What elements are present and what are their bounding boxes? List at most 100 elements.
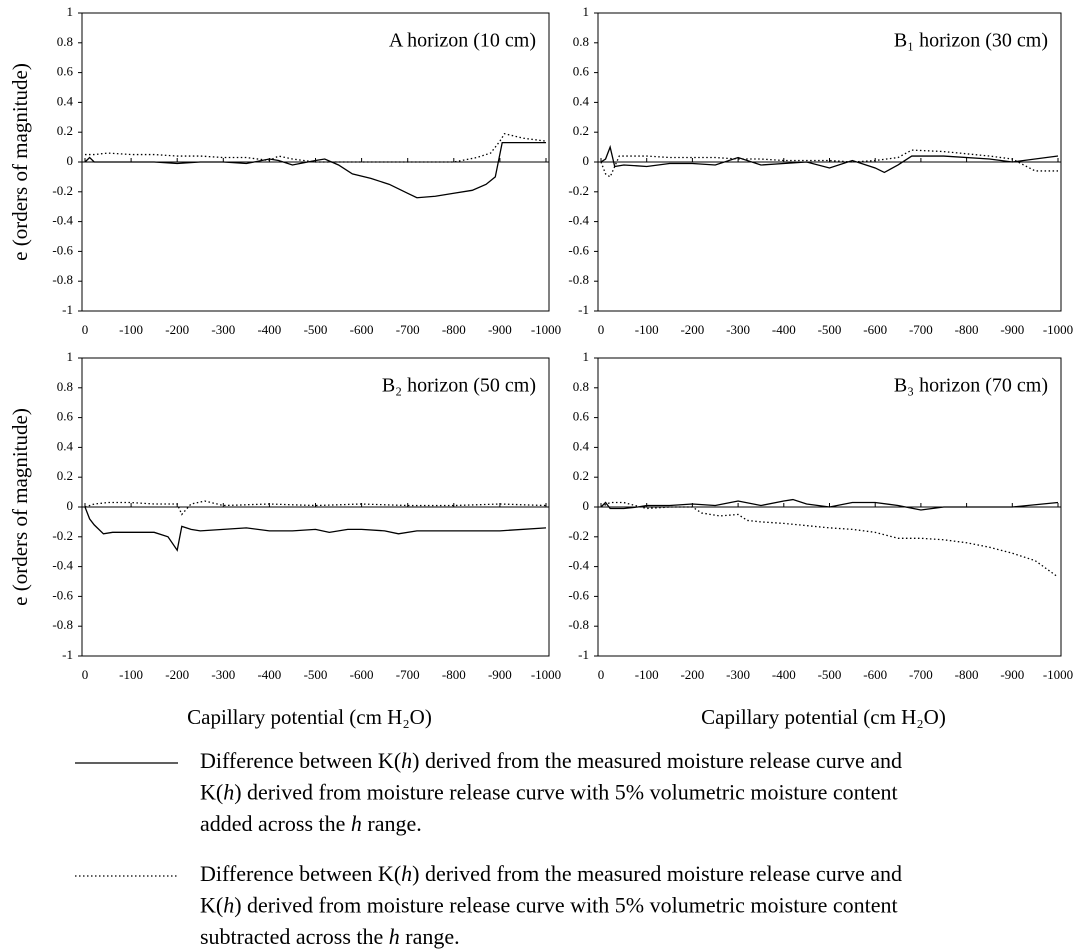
x-tick-label: -200 <box>165 322 189 337</box>
x-tick-label: -100 <box>635 667 659 682</box>
x-tick-label: -400 <box>772 322 796 337</box>
panel-title: B₁ horizon (30 cm) <box>894 30 1048 52</box>
x-tick-label: -400 <box>772 667 796 682</box>
y-tick-label: -0.8 <box>52 617 73 632</box>
legend-text-part: h <box>389 924 400 949</box>
y-tick-label: 0.6 <box>57 409 74 424</box>
y-tick-label: -0.8 <box>52 272 73 287</box>
legend-text-part: ) derived from moisture release curve wi… <box>234 893 897 918</box>
y-tick-label: 0.2 <box>573 468 589 483</box>
x-tick-label: -700 <box>909 667 933 682</box>
x-axis-label: Capillary potential (cm H₂O) <box>187 705 432 729</box>
legend-text-part: h <box>223 893 234 918</box>
y-tick-label: 0.4 <box>57 438 74 453</box>
y-tick-label: -0.2 <box>52 183 73 198</box>
x-tick-label: -400 <box>257 667 281 682</box>
legend-text: Difference between K(h) derived from the… <box>200 748 902 773</box>
x-tick-label: -300 <box>726 322 750 337</box>
data-line <box>84 141 546 199</box>
panel-title: B₂ horizon (50 cm) <box>382 375 536 397</box>
x-tick-label: -1000 <box>1043 667 1073 682</box>
x-tick-label: -1000 <box>531 667 561 682</box>
x-tick-label: -100 <box>119 667 143 682</box>
x-tick-label: -1000 <box>531 322 561 337</box>
legend-text-part: K( <box>200 780 223 805</box>
x-tick-label: -700 <box>396 667 420 682</box>
legend-text-part: K( <box>200 893 223 918</box>
legend-text: K(h) derived from moisture release curve… <box>200 893 898 918</box>
x-tick-label: -600 <box>350 322 374 337</box>
x-tick-label: -600 <box>350 667 374 682</box>
legend-text-part: Difference between K( <box>200 748 401 773</box>
y-tick-label: 0.8 <box>57 379 73 394</box>
legend-text-part: ) derived from the measured moisture rel… <box>412 748 902 773</box>
y-tick-label: -1 <box>62 647 73 662</box>
panel-title: A horizon (10 cm) <box>389 30 536 52</box>
y-tick-label: -0.8 <box>568 617 589 632</box>
x-tick-label: -700 <box>396 322 420 337</box>
y-tick-label: 0.4 <box>57 93 74 108</box>
y-tick-label: 1 <box>67 4 74 19</box>
y-tick-label: 0.6 <box>573 64 590 79</box>
legend-text: Difference between K(h) derived from the… <box>200 861 902 886</box>
y-tick-label: 0.2 <box>57 468 73 483</box>
y-tick-label: 0.2 <box>573 123 589 138</box>
y-tick-label: -1 <box>578 302 589 317</box>
x-tick-label: -600 <box>863 322 887 337</box>
x-tick-label: -400 <box>257 322 281 337</box>
legend-text-part: h <box>401 748 412 773</box>
y-tick-label: -0.2 <box>568 183 589 198</box>
y-tick-label: 0 <box>67 498 74 513</box>
legend-text-part: range. <box>400 924 460 949</box>
legend-text: added across the h range. <box>200 811 422 836</box>
data-line <box>85 132 547 163</box>
legend-text: K(h) derived from moisture release curve… <box>200 780 898 805</box>
y-axis-label: e (orders of magnitude) <box>8 408 32 606</box>
y-tick-label: 0.8 <box>573 379 589 394</box>
data-line <box>84 500 547 516</box>
y-tick-label: 0.6 <box>573 409 590 424</box>
y-tick-label: -0.6 <box>52 242 73 257</box>
x-tick-label: -800 <box>442 322 466 337</box>
y-tick-label: -0.8 <box>568 272 589 287</box>
x-tick-label: -500 <box>818 322 842 337</box>
x-tick-label: 0 <box>598 322 605 337</box>
x-tick-label: -300 <box>211 667 235 682</box>
y-tick-label: 0 <box>583 153 590 168</box>
x-tick-label: -200 <box>680 667 704 682</box>
legend-text: subtracted across the h range. <box>200 924 460 949</box>
x-tick-label: -200 <box>165 667 189 682</box>
y-tick-label: -0.4 <box>52 558 73 573</box>
y-tick-label: 0.2 <box>57 123 73 138</box>
legend-text-part: h <box>223 780 234 805</box>
y-tick-label: -1 <box>62 302 73 317</box>
x-tick-label: -100 <box>635 322 659 337</box>
x-tick-label: -800 <box>955 322 979 337</box>
y-tick-label: 0.8 <box>57 34 73 49</box>
x-tick-label: -900 <box>488 322 512 337</box>
y-tick-label: -0.6 <box>52 587 73 602</box>
y-tick-label: -0.2 <box>568 528 589 543</box>
x-tick-label: -500 <box>304 667 328 682</box>
y-tick-label: -0.6 <box>568 587 589 602</box>
data-line <box>600 498 1059 511</box>
legend-text-part: h <box>351 811 362 836</box>
panel-title: B₃ horizon (70 cm) <box>894 375 1048 397</box>
legend-text-part: added across the <box>200 811 351 836</box>
legend-text-part: h <box>401 861 412 886</box>
x-tick-label: 0 <box>598 667 605 682</box>
data-line <box>600 501 1059 578</box>
legend-text-part: ) derived from moisture release curve wi… <box>234 780 897 805</box>
legend-text-part: ) derived from the measured moisture rel… <box>412 861 902 886</box>
x-tick-label: -200 <box>680 322 704 337</box>
x-tick-label: -900 <box>1000 322 1024 337</box>
x-tick-label: -1000 <box>1043 322 1073 337</box>
y-tick-label: -0.6 <box>568 242 589 257</box>
x-tick-label: -300 <box>211 322 235 337</box>
x-axis-label: Capillary potential (cm H₂O) <box>701 705 946 729</box>
x-tick-label: -800 <box>442 667 466 682</box>
y-tick-label: 1 <box>583 349 590 364</box>
legend-text-part: range. <box>362 811 422 836</box>
x-tick-label: -900 <box>488 667 512 682</box>
y-axis-label: e (orders of magnitude) <box>8 63 32 261</box>
